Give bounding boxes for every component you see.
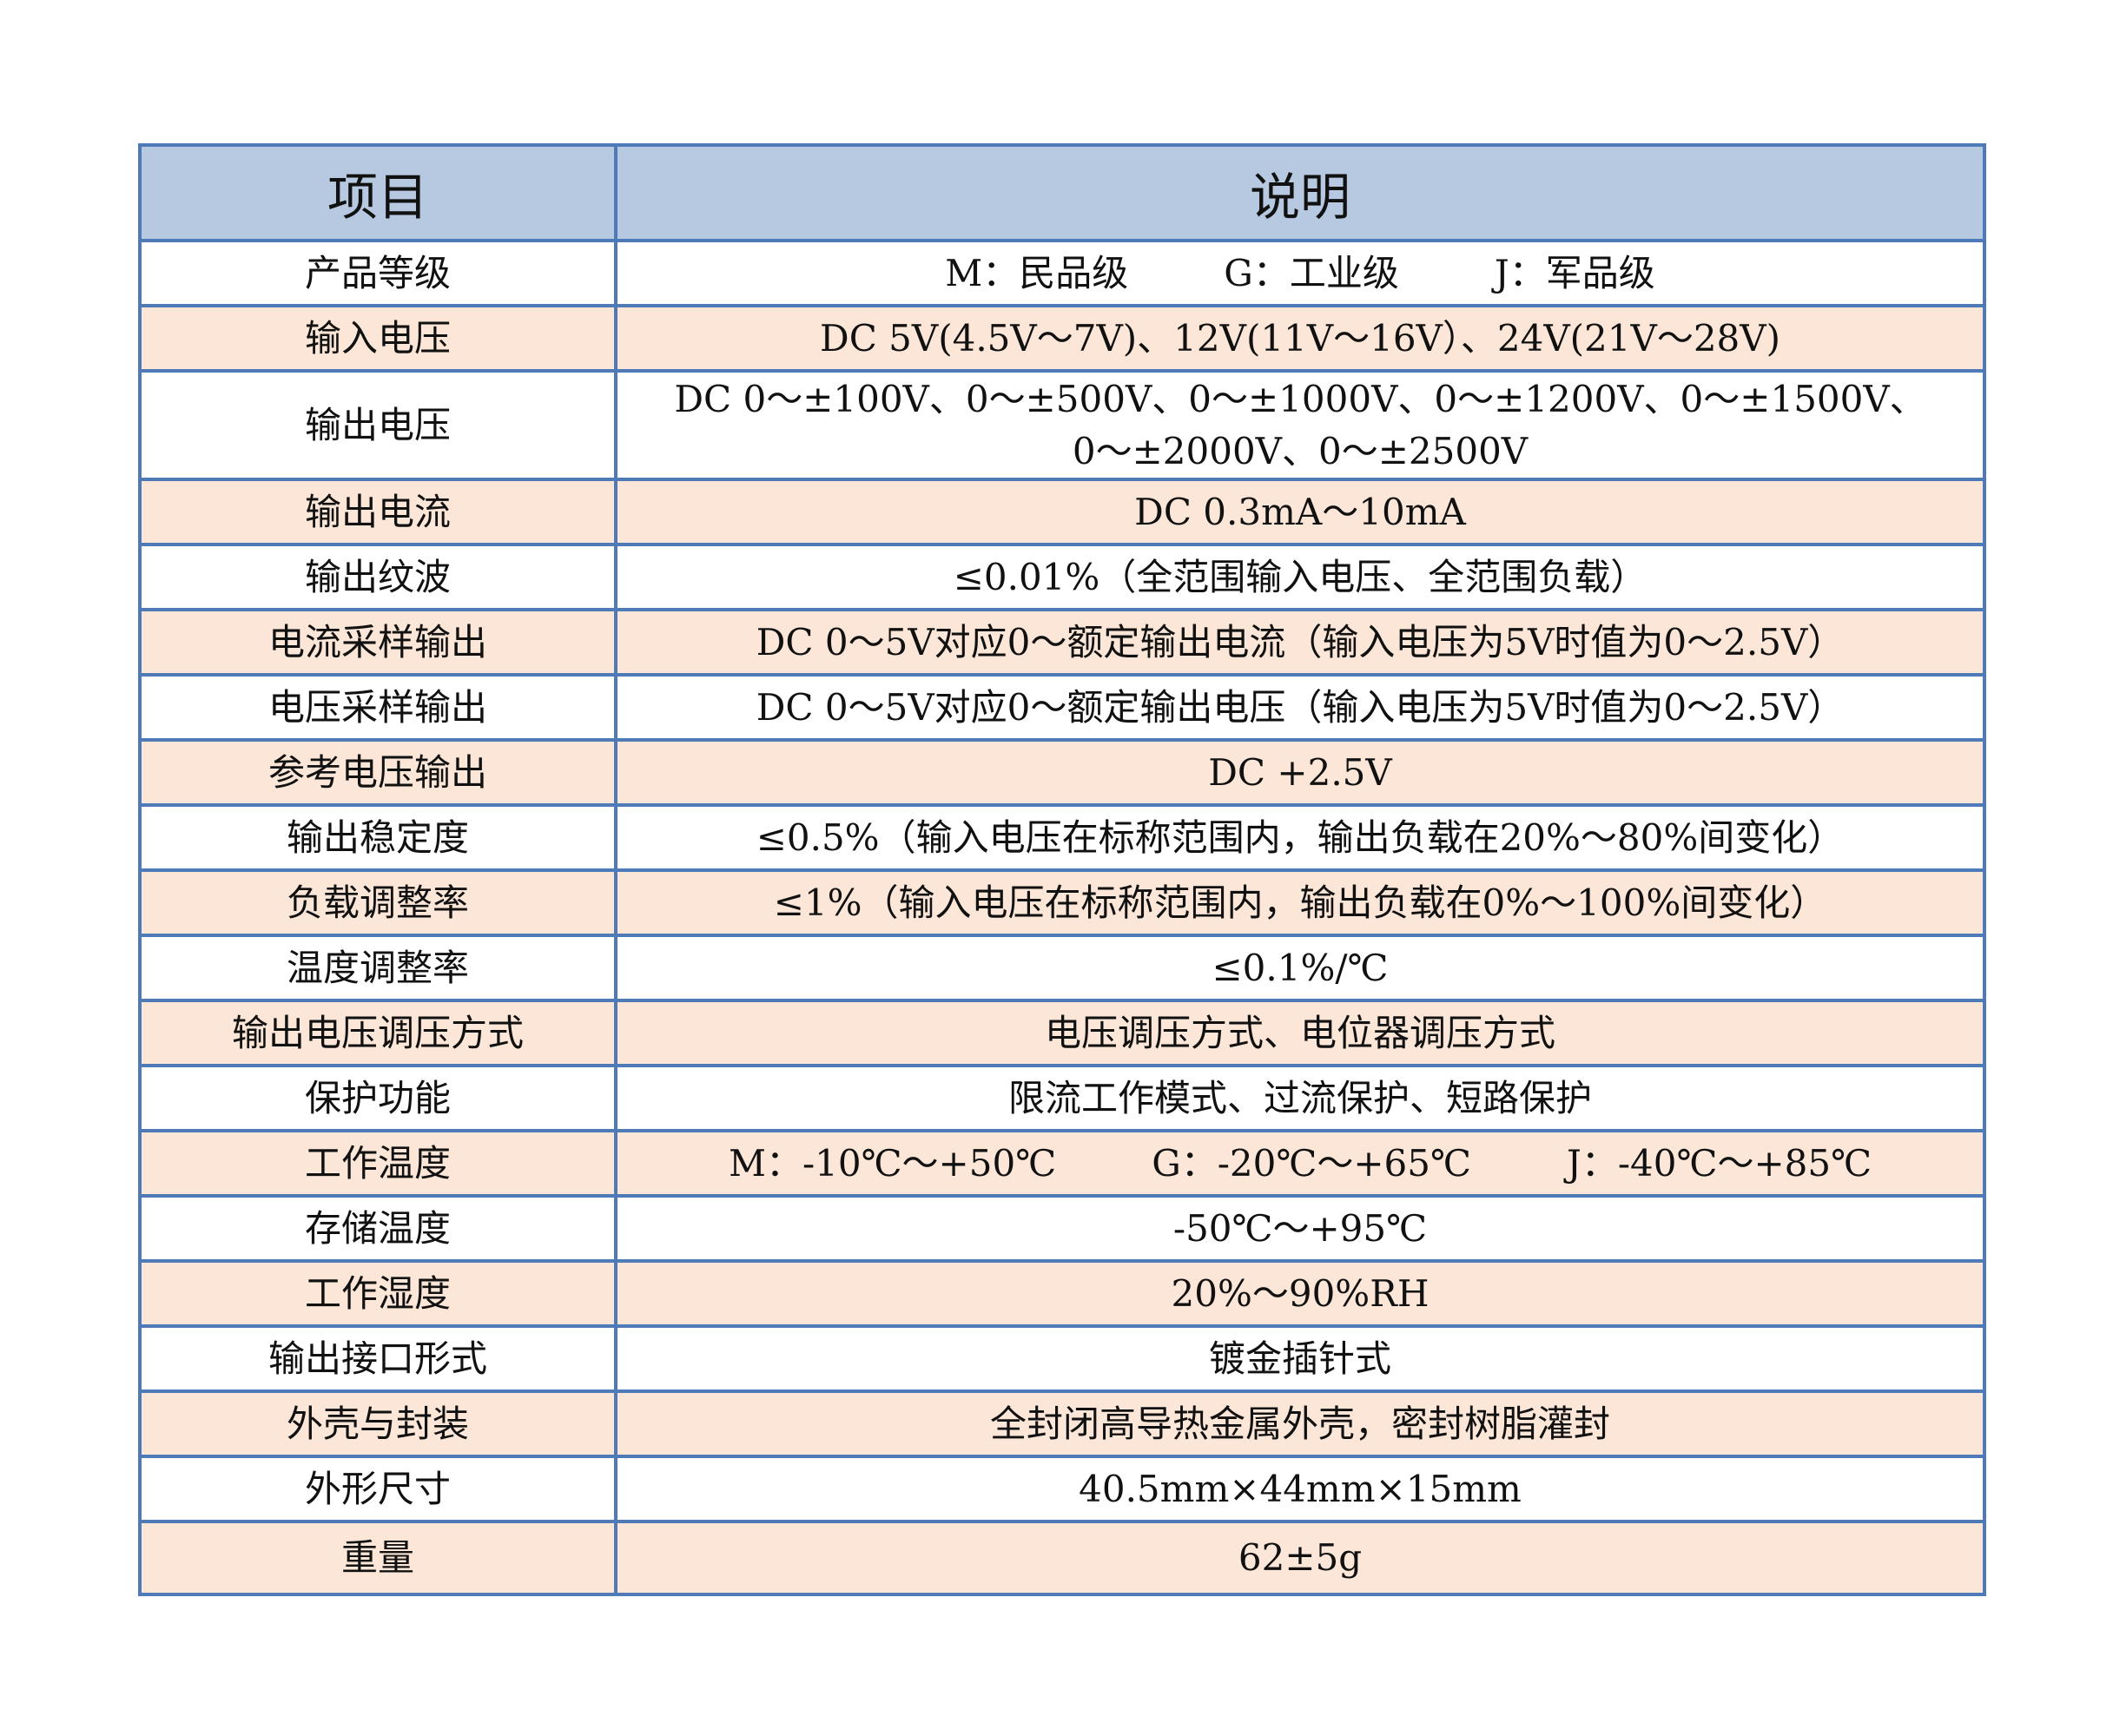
description-text: 20%～90%RH bbox=[1171, 1271, 1430, 1315]
description-cell: DC 0～5V对应0～额定输出电流（输入电压为5V时值为0～2.5V） bbox=[614, 608, 1986, 677]
item-cell: 工作温度 bbox=[138, 1129, 617, 1198]
description-cell: M：民品级 G：工业级 J：军品级 bbox=[614, 239, 1986, 307]
item-cell: 输出稳定度 bbox=[138, 803, 617, 872]
description-text: ≤1%（输入电压在标称范围内，输出负载在0%～100%间变化） bbox=[773, 881, 1827, 924]
description-text: 限流工作模式、过流保护、短路保护 bbox=[1007, 1076, 1592, 1119]
item-cell: 产品等级 bbox=[138, 239, 617, 307]
table-row: 温度调整率 ≤0.1%/℃ bbox=[138, 934, 1986, 1002]
description-text: DC 5V(4.5V～7V)、12V(11V～16V）、24V(21V～28V) bbox=[820, 316, 1780, 360]
grade-value: J：-40℃～+85℃ bbox=[1566, 1141, 1872, 1185]
item-cell: 温度调整率 bbox=[138, 934, 617, 1002]
table-row: 存储温度 -50℃～+95℃ bbox=[138, 1194, 1986, 1263]
description-text: DC 0.3mA～10mA bbox=[1134, 490, 1466, 533]
description-cell: DC 0～5V对应0～额定输出电压（输入电压为5V时值为0～2.5V） bbox=[614, 673, 1986, 742]
description-text: -50℃～+95℃ bbox=[1172, 1206, 1428, 1250]
description-cell: DC 0～±100V、0～±500V、0～±1000V、0～±1200V、0～±… bbox=[614, 369, 1986, 481]
table-header-row: 项目 说明 bbox=[138, 143, 1986, 242]
description-text: DC 0～±100V、0～±500V、0～±1000V、0～±1200V、0～±… bbox=[674, 377, 1926, 420]
grade-value: G：工业级 bbox=[1224, 251, 1399, 294]
description-cell: DC 5V(4.5V～7V)、12V(11V～16V）、24V(21V～28V) bbox=[614, 304, 1986, 373]
grade-value: M：民品级 bbox=[945, 251, 1129, 294]
description-text: 62±5g bbox=[1238, 1536, 1363, 1579]
description-text: 全封闭高导热金属外壳，密封树脂灌封 bbox=[989, 1402, 1610, 1445]
table-row: 输出纹波 ≤0.01%（全范围输入电压、全范围负载） bbox=[138, 543, 1986, 611]
description-cell: DC 0.3mA～10mA bbox=[614, 478, 1986, 546]
table-row: 输出电压 DC 0～±100V、0～±500V、0～±1000V、0～±1200V… bbox=[138, 369, 1986, 481]
item-cell: 输出纹波 bbox=[138, 543, 617, 611]
description-text: ≤0.1%/℃ bbox=[1212, 946, 1389, 989]
description-cell: ≤0.1%/℃ bbox=[614, 934, 1986, 1002]
item-cell: 参考电压输出 bbox=[138, 738, 617, 807]
header-item: 项目 bbox=[138, 143, 617, 242]
description-cell: 20%～90%RH bbox=[614, 1259, 1986, 1328]
description-cell: 62±5g bbox=[614, 1520, 1986, 1596]
description-text: DC 0～5V对应0～额定输出电流（输入电压为5V时值为0～2.5V） bbox=[756, 620, 1845, 663]
table-row: 输出电流 DC 0.3mA～10mA bbox=[138, 478, 1986, 546]
description-cell: -50℃～+95℃ bbox=[614, 1194, 1986, 1263]
table-row: 外形尺寸 40.5mm×44mm×15mm bbox=[138, 1455, 1986, 1523]
table-row: 输入电压 DC 5V(4.5V～7V)、12V(11V～16V）、24V(21V～… bbox=[138, 304, 1986, 373]
item-cell: 重量 bbox=[138, 1520, 617, 1596]
table-row: 电压采样输出 DC 0～5V对应0～额定输出电压（输入电压为5V时值为0～2.5V… bbox=[138, 673, 1986, 742]
description-text: ≤0.01%（全范围输入电压、全范围负载） bbox=[953, 555, 1647, 598]
table-row: 保护功能 限流工作模式、过流保护、短路保护 bbox=[138, 1064, 1986, 1132]
grade-value: J：军品级 bbox=[1494, 251, 1655, 294]
table-row: 参考电压输出 DC +2.5V bbox=[138, 738, 1986, 807]
description-text: 电压调压方式、电位器调压方式 bbox=[1044, 1011, 1555, 1054]
description-cell: 限流工作模式、过流保护、短路保护 bbox=[614, 1064, 1986, 1132]
item-cell: 工作湿度 bbox=[138, 1259, 617, 1328]
item-cell: 输入电压 bbox=[138, 304, 617, 373]
table-row: 重量 62±5g bbox=[138, 1520, 1986, 1596]
description-cell: 电压调压方式、电位器调压方式 bbox=[614, 999, 1986, 1067]
spec-table: 项目 说明 产品等级 M：民品级 G：工业级 J：军品级输入电压 DC 5V(4.5V～… bbox=[138, 143, 1986, 1596]
table-row: 外壳与封装 全封闭高导热金属外壳，密封树脂灌封 bbox=[138, 1389, 1986, 1458]
table-row: 负载调整率 ≤1%（输入电压在标称范围内，输出负载在0%～100%间变化） bbox=[138, 868, 1986, 937]
table-row: 工作湿度 20%～90%RH bbox=[138, 1259, 1986, 1328]
item-cell: 输出接口形式 bbox=[138, 1324, 617, 1393]
description-cell: ≤1%（输入电压在标称范围内，输出负载在0%～100%间变化） bbox=[614, 868, 1986, 937]
item-cell: 输出电压 bbox=[138, 369, 617, 481]
table-row: 电流采样输出 DC 0～5V对应0～额定输出电流（输入电压为5V时值为0～2.5V… bbox=[138, 608, 1986, 677]
item-cell: 存储温度 bbox=[138, 1194, 617, 1263]
description-cell: M：-10℃～+50℃ G：-20℃～+65℃ J：-40℃～+85℃ bbox=[614, 1129, 1986, 1198]
item-cell: 电压采样输出 bbox=[138, 673, 617, 742]
description-text: ≤0.5%（输入电压在标称范围内，输出负载在20%～80%间变化） bbox=[756, 815, 1845, 859]
description-cell: ≤0.5%（输入电压在标称范围内，输出负载在20%～80%间变化） bbox=[614, 803, 1986, 872]
description-text: DC 0～5V对应0～额定输出电压（输入电压为5V时值为0～2.5V） bbox=[756, 685, 1845, 729]
description-text: 镀金插针式 bbox=[1208, 1337, 1391, 1380]
header-description: 说明 bbox=[614, 143, 1986, 242]
item-cell: 负载调整率 bbox=[138, 868, 617, 937]
item-cell: 外壳与封装 bbox=[138, 1389, 617, 1458]
grade-value: M：-10℃～+50℃ bbox=[728, 1141, 1057, 1185]
description-cell: DC +2.5V bbox=[614, 738, 1986, 807]
description-cell: 镀金插针式 bbox=[614, 1324, 1986, 1393]
description-text: DC +2.5V bbox=[1208, 750, 1392, 794]
item-cell: 保护功能 bbox=[138, 1064, 617, 1132]
description-cell: ≤0.01%（全范围输入电压、全范围负载） bbox=[614, 543, 1986, 611]
item-cell: 输出电压调压方式 bbox=[138, 999, 617, 1067]
grade-value: G：-20℃～+65℃ bbox=[1152, 1141, 1471, 1185]
item-cell: 外形尺寸 bbox=[138, 1455, 617, 1523]
table-row: 输出接口形式 镀金插针式 bbox=[138, 1324, 1986, 1393]
table-row: 产品等级 M：民品级 G：工业级 J：军品级 bbox=[138, 239, 1986, 307]
table-row: 工作温度 M：-10℃～+50℃ G：-20℃～+65℃ J：-40℃～+85℃ bbox=[138, 1129, 1986, 1198]
item-cell: 输出电流 bbox=[138, 478, 617, 546]
table-row: 输出电压调压方式 电压调压方式、电位器调压方式 bbox=[138, 999, 1986, 1067]
description-cell: 全封闭高导热金属外壳，密封树脂灌封 bbox=[614, 1389, 1986, 1458]
description-text-line2: 0～±2000V、0～±2500V bbox=[1072, 429, 1529, 472]
table-row: 输出稳定度 ≤0.5%（输入电压在标称范围内，输出负载在20%～80%间变化） bbox=[138, 803, 1986, 872]
description-text: 40.5mm×44mm×15mm bbox=[1079, 1467, 1522, 1510]
description-cell: 40.5mm×44mm×15mm bbox=[614, 1455, 1986, 1523]
item-cell: 电流采样输出 bbox=[138, 608, 617, 677]
